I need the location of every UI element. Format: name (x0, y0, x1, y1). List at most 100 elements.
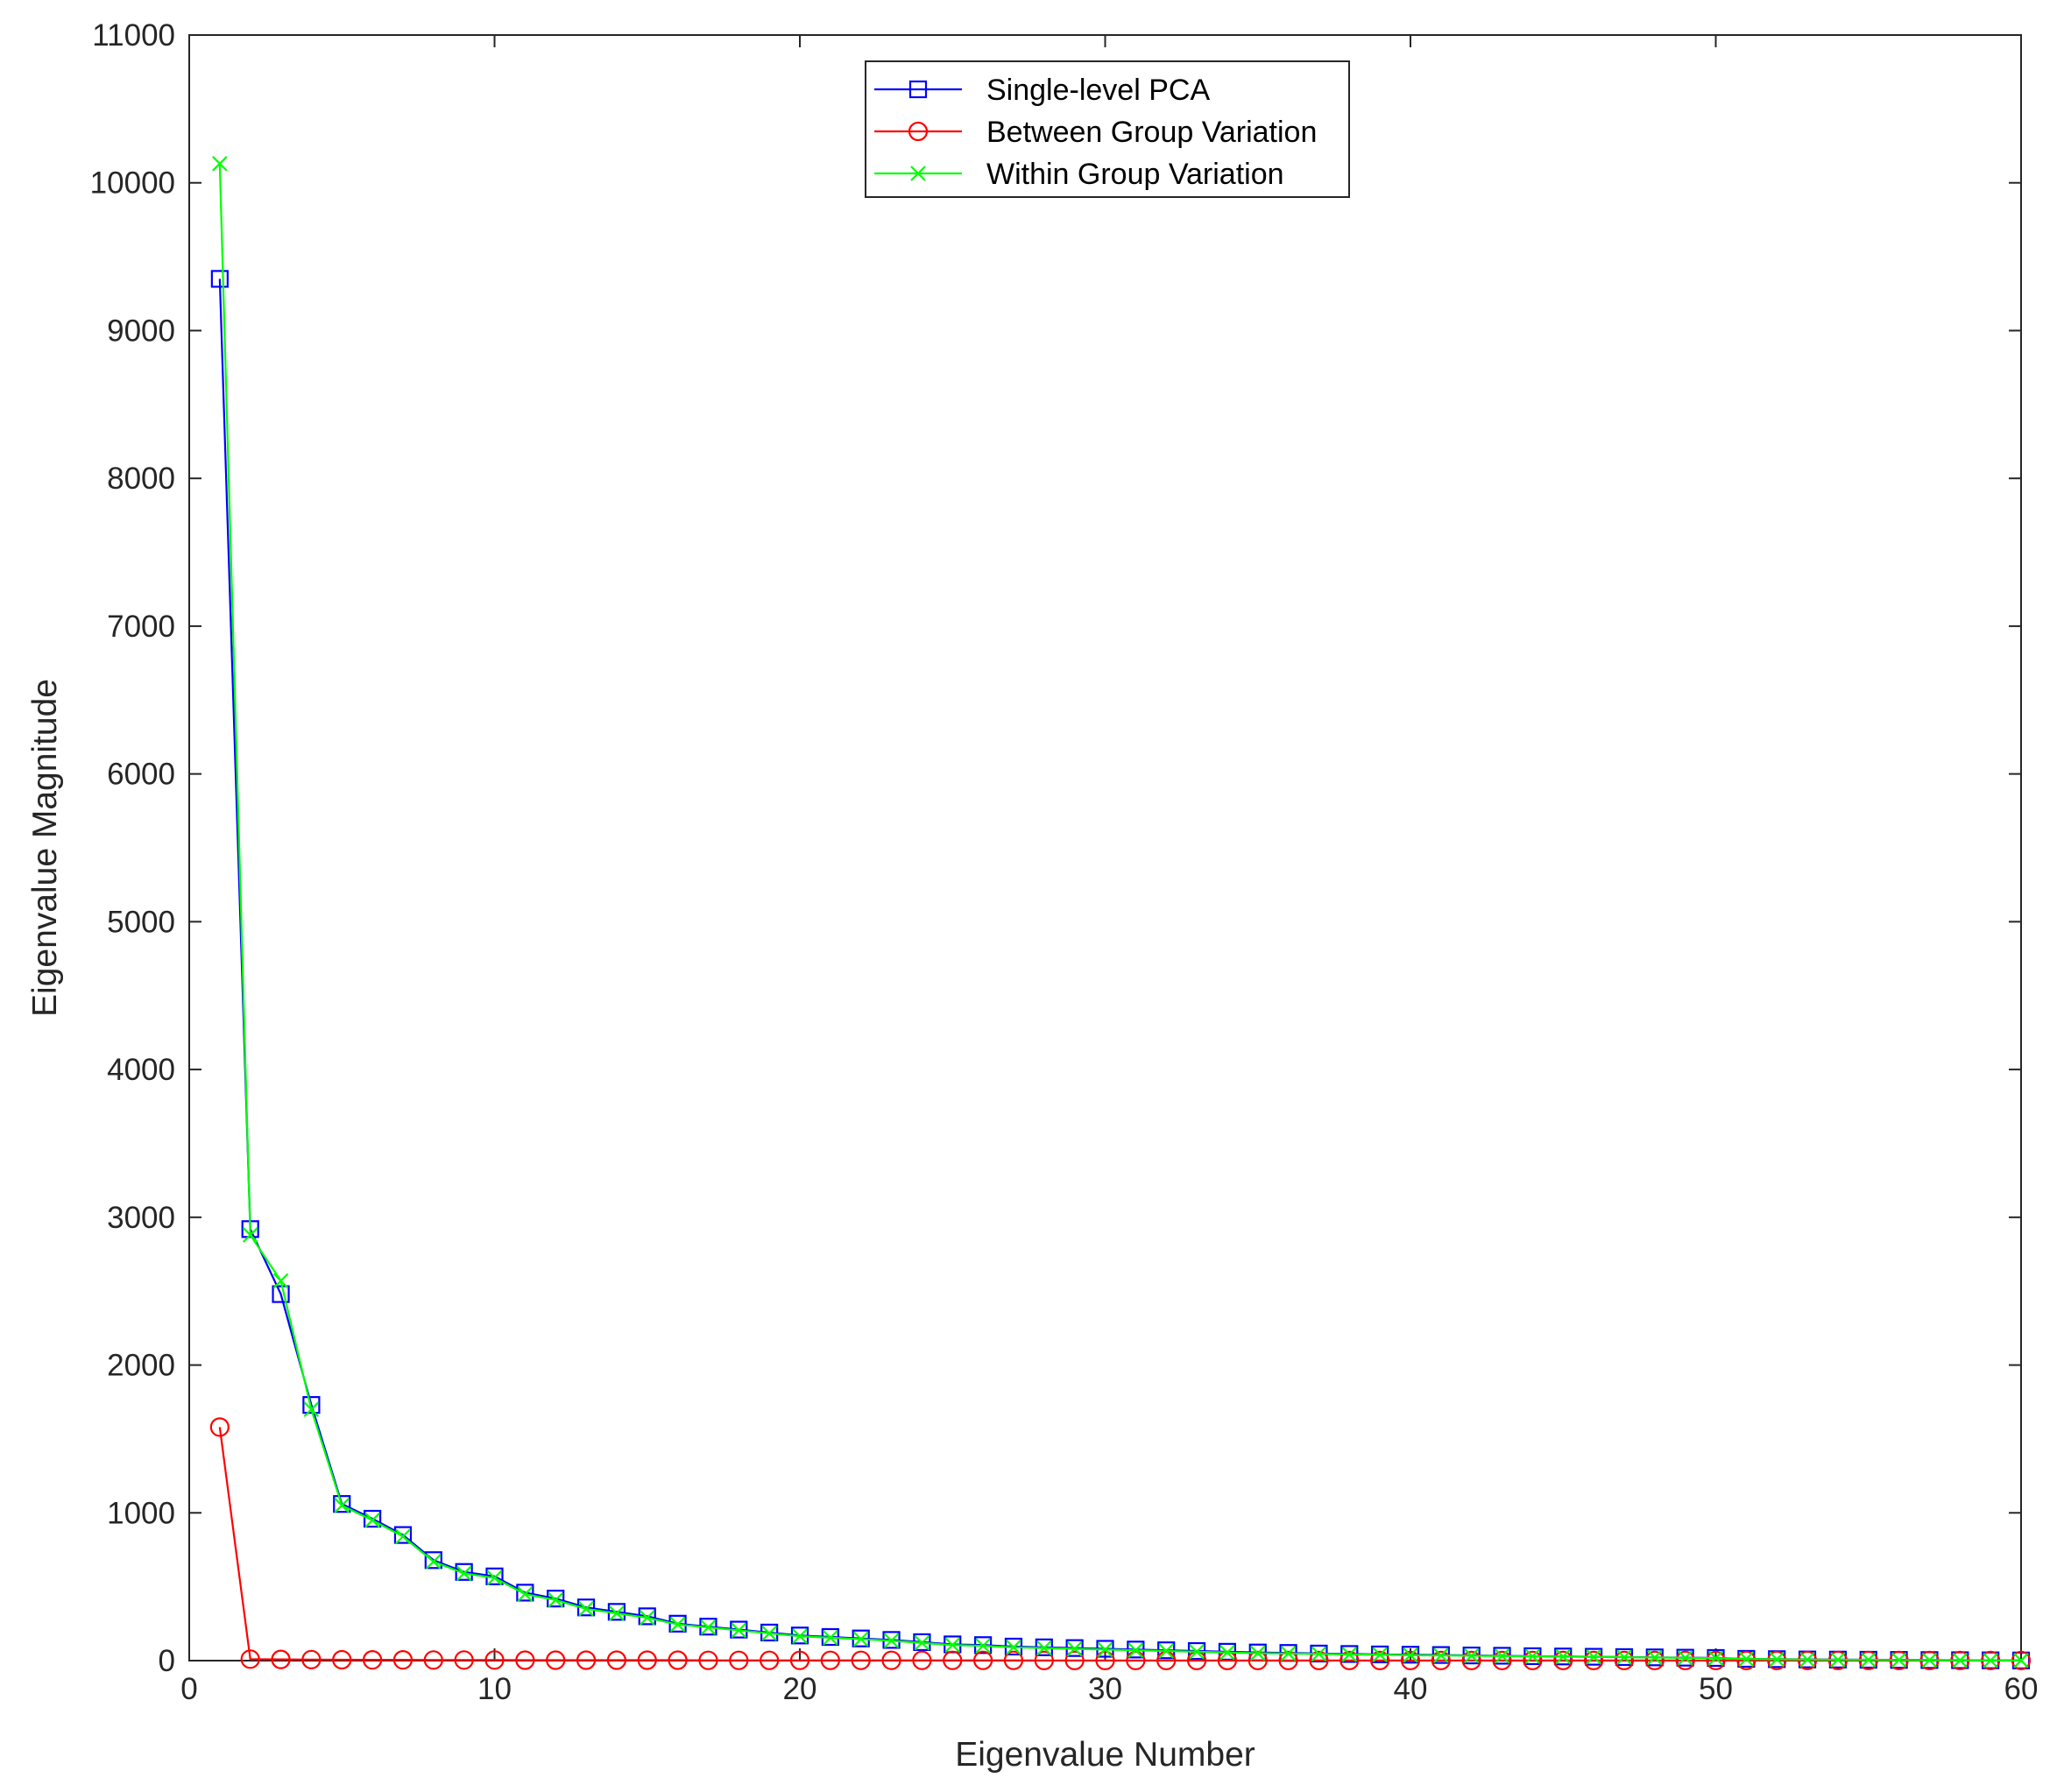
data-point (729, 1650, 749, 1670)
data-point (392, 1650, 414, 1670)
data-point (1219, 1644, 1235, 1661)
x-marker-stroke (1189, 1644, 1205, 1660)
x-marker-stroke (700, 1619, 717, 1635)
data-point (424, 1551, 442, 1570)
data-point (1400, 1650, 1421, 1670)
data-point (1340, 1650, 1360, 1670)
data-point (1249, 1645, 1266, 1661)
data-point (209, 1417, 230, 1437)
data-point (1921, 1652, 1938, 1669)
data-point (820, 1650, 840, 1670)
x-marker-stroke (1036, 1640, 1052, 1656)
x-marker-stroke (548, 1592, 563, 1608)
plot-area (188, 34, 2022, 1661)
data-point (1309, 1650, 1329, 1670)
data-point (1553, 1650, 1573, 1670)
data-point (210, 270, 229, 288)
x-marker-stroke (1799, 1652, 1815, 1668)
data-point (1431, 1650, 1451, 1670)
x-marker-stroke (731, 1622, 747, 1639)
data-point (1616, 1649, 1632, 1665)
data-point (761, 1626, 777, 1641)
data-point (576, 1650, 597, 1670)
data-point (454, 1650, 474, 1670)
data-point (823, 1630, 838, 1646)
x-marker-stroke (395, 1528, 411, 1545)
data-point (1403, 1647, 1418, 1663)
x-marker-stroke (823, 1630, 838, 1646)
data-point (1769, 1651, 1785, 1668)
data-point (943, 1650, 963, 1670)
data-point (516, 1584, 534, 1602)
data-point (1706, 1650, 1726, 1670)
data-point (1767, 1650, 1787, 1670)
data-point (364, 1509, 382, 1528)
data-point (912, 1650, 932, 1670)
series-within-group-variation (212, 156, 2029, 1669)
x-marker-stroke (1127, 1642, 1144, 1658)
data-point (363, 1650, 383, 1670)
data-point (1126, 1650, 1146, 1670)
data-point (486, 1570, 503, 1586)
x-marker-stroke (910, 166, 926, 181)
plot-frame (188, 34, 2022, 1661)
data-point (456, 1565, 472, 1582)
data-point (1891, 1652, 1907, 1669)
x-tick-label: 50 (1699, 1672, 1733, 1706)
data-point (212, 156, 228, 172)
legend-entry-label: Between Group Variation (986, 116, 1317, 149)
x-marker-stroke (1830, 1652, 1846, 1668)
x-marker-stroke (1952, 1652, 1969, 1669)
data-point (637, 1650, 657, 1670)
y-axis-label: Eigenvalue Magnitude (26, 679, 64, 1017)
data-point (1523, 1650, 1543, 1670)
y-tick-label: 3000 (107, 1201, 175, 1235)
data-point (334, 1498, 350, 1513)
data-point (1799, 1652, 1815, 1668)
y-tick-label: 10000 (90, 166, 175, 201)
x-marker-stroke (1707, 1650, 1724, 1666)
data-point (1280, 1646, 1297, 1661)
data-point (760, 1650, 780, 1670)
series-between-group-variation (209, 1417, 2032, 1670)
x-marker-stroke (1586, 1649, 1601, 1665)
data-point (1614, 1650, 1635, 1670)
x-marker-stroke (1372, 1647, 1388, 1663)
legend-box (865, 60, 1350, 198)
data-point (303, 1401, 320, 1417)
y-tick-label: 7000 (107, 610, 175, 644)
x-marker-stroke (272, 1273, 289, 1289)
x-marker-stroke (944, 1637, 961, 1654)
data-point (1036, 1640, 1052, 1656)
x-marker-stroke (1097, 1641, 1113, 1658)
x-marker-stroke (883, 1633, 900, 1648)
x-marker-stroke (1555, 1648, 1572, 1665)
x-marker-stroke (1860, 1652, 1877, 1668)
x-axis-label: Eigenvalue Number (955, 1736, 1255, 1774)
data-point (1494, 1647, 1510, 1664)
x-marker-stroke (792, 1628, 808, 1644)
data-point (669, 1616, 686, 1633)
data-point (1034, 1650, 1054, 1670)
data-point (364, 1512, 380, 1528)
data-point (515, 1650, 535, 1670)
y-tick-label: 2000 (107, 1349, 175, 1383)
x-marker-stroke (1524, 1648, 1541, 1664)
x-marker-stroke (456, 1565, 472, 1582)
data-point (1311, 1646, 1327, 1662)
data-point (1492, 1650, 1512, 1670)
x-marker-stroke (303, 1401, 320, 1417)
data-point (1158, 1643, 1174, 1659)
x-marker-stroke (2013, 1653, 2029, 1669)
data-point (1675, 1650, 1695, 1670)
data-point (1952, 1652, 1969, 1669)
y-tick-label: 1000 (107, 1496, 175, 1530)
x-tick-label: 40 (1394, 1672, 1428, 1706)
x-marker-stroke (486, 1570, 503, 1586)
y-tick-label: 11000 (92, 18, 175, 53)
x-marker-stroke (1647, 1649, 1663, 1666)
x-tick-label: 30 (1088, 1672, 1122, 1706)
x-marker-stroke (212, 156, 228, 172)
x-marker-stroke (1494, 1647, 1510, 1664)
